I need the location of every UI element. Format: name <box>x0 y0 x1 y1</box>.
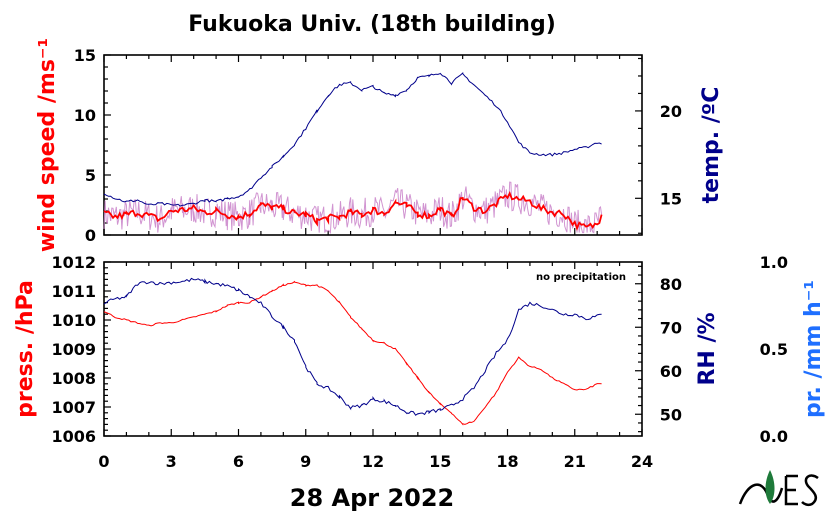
logo-letter-e <box>784 474 798 506</box>
precipitation-tick-label: 0.5 <box>760 340 788 359</box>
logo-letter-s <box>801 474 819 507</box>
wind-raw-series <box>103 181 603 235</box>
logo-wave <box>738 483 784 505</box>
x-tick-label: 3 <box>166 452 177 471</box>
pressure-axis-title: press. /hPa <box>13 280 38 418</box>
rh-axis-title: RH /% <box>695 312 720 385</box>
x-tick-label: 0 <box>98 452 109 471</box>
wind-speed-axis-title: wind speed /ms⁻¹ <box>35 38 60 252</box>
bottom-right-tick-label: 80 <box>660 275 682 294</box>
precipitation-axis-title: pr. /mm h⁻¹ <box>801 280 826 418</box>
top-right-tick-label: 15 <box>660 189 682 208</box>
bottom-panel: 1006 1007 1008 1009 1010 1011 1012 50 60 70 80 no … <box>13 253 826 446</box>
top-left-tick-label: 0 <box>85 226 96 245</box>
top-left-tick-label: 15 <box>74 46 96 65</box>
bottom-right-tick-label: 60 <box>660 362 682 381</box>
bottom-right-tick-label: 50 <box>660 405 682 424</box>
precipitation-tick-label: 1.0 <box>760 253 788 272</box>
bottom-left-tick-label: 1009 <box>51 340 96 359</box>
x-tick-label: 9 <box>300 452 311 471</box>
bottom-left-tick-label: 1011 <box>51 282 96 301</box>
institute-logo <box>738 470 819 507</box>
temperature-axis-title: temp. /ºC <box>699 87 724 204</box>
chart-title: Fukuoka Univ. (18th building) <box>188 12 556 37</box>
x-tick-label: 12 <box>362 452 384 471</box>
bottom-left-tick-label: 1006 <box>51 427 96 446</box>
pressure-series <box>103 280 602 426</box>
precipitation-tick-label: 0.0 <box>760 427 788 446</box>
temperature-series <box>103 72 602 207</box>
bottom-right-tick-label: 70 <box>660 318 682 337</box>
bottom-panel-frame <box>103 261 643 437</box>
x-tick-label: 18 <box>496 452 518 471</box>
bottom-left-tick-label: 1007 <box>51 398 96 417</box>
logo-leaf-icon <box>765 470 775 504</box>
top-left-tick-label: 10 <box>74 106 96 125</box>
no-precipitation-note: no precipitation <box>536 272 626 283</box>
top-panel: 0 5 10 15 15 20 wind speed /ms⁻¹ temp. /ºC <box>35 38 724 252</box>
bottom-left-tick-label: 1010 <box>51 311 96 330</box>
x-tick-label: 24 <box>631 452 653 471</box>
bottom-left-tick-label: 1008 <box>51 369 96 388</box>
rh-series <box>103 277 602 416</box>
wind-speed-series <box>103 191 603 232</box>
bottom-left-tick-label: 1012 <box>51 253 96 272</box>
top-right-tick-label: 20 <box>660 102 682 121</box>
top-left-tick-label: 5 <box>85 166 96 185</box>
x-axis-title: 28 Apr 2022 <box>290 484 455 512</box>
x-tick-label: 21 <box>564 452 586 471</box>
x-tick-label: 6 <box>233 452 244 471</box>
x-tick-label: 15 <box>429 452 451 471</box>
